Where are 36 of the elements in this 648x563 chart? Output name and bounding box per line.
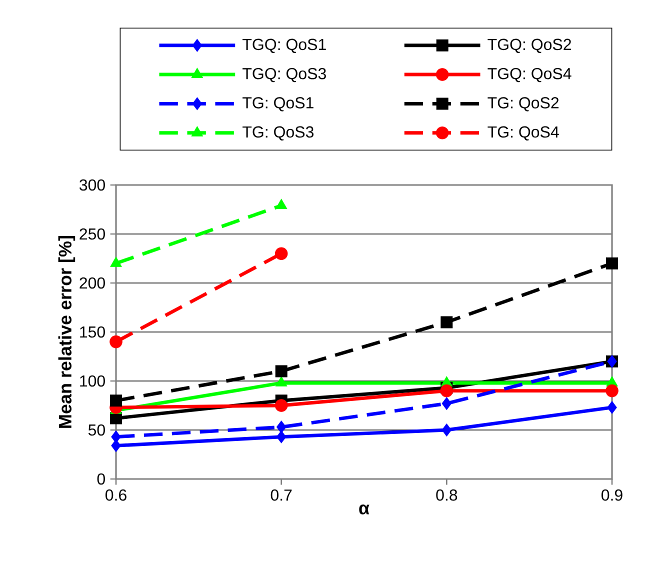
point bbox=[440, 384, 454, 398]
point bbox=[274, 247, 288, 260]
legend-label: TG: QoS1 bbox=[242, 97, 314, 112]
point bbox=[607, 401, 617, 414]
point bbox=[110, 394, 122, 407]
y-tick-label: 150 bbox=[80, 326, 105, 338]
point bbox=[442, 424, 452, 436]
legend-label: TGQ: QoS2 bbox=[488, 38, 571, 53]
point bbox=[442, 397, 452, 410]
y-tick-label: 200 bbox=[80, 277, 105, 289]
x-axis-title: α bbox=[359, 504, 370, 514]
point bbox=[276, 420, 286, 434]
point bbox=[111, 430, 121, 444]
point bbox=[276, 430, 286, 444]
x-tick-label: 0.9 bbox=[602, 489, 622, 501]
x-tick-label: 0.6 bbox=[106, 489, 126, 501]
legend-label: TGQ: QoS3 bbox=[242, 68, 326, 82]
y-tick-label: 0 bbox=[97, 473, 105, 485]
legend-label: TG: QoS4 bbox=[488, 126, 559, 140]
point bbox=[606, 257, 618, 270]
point bbox=[275, 365, 288, 378]
x-tick-label: 0.7 bbox=[270, 489, 292, 501]
point bbox=[110, 335, 122, 348]
legend-label: TGQ: QoS4 bbox=[488, 68, 572, 82]
y-tick-label: 50 bbox=[88, 424, 105, 436]
point bbox=[606, 384, 618, 398]
y-tick-label: 100 bbox=[80, 375, 105, 387]
point bbox=[440, 316, 453, 328]
point bbox=[274, 399, 288, 412]
y-tick-label: 250 bbox=[80, 228, 105, 240]
legend-label: TG: QoS3 bbox=[242, 126, 314, 140]
legend-label: TGQ: QoS1 bbox=[242, 38, 326, 53]
y-tick-label: 300 bbox=[80, 179, 105, 191]
x-tick-label: 0.8 bbox=[436, 489, 458, 501]
legend-label: TG: QoS2 bbox=[488, 97, 559, 112]
y-axis-title: Mean relative error [%] bbox=[58, 236, 76, 428]
